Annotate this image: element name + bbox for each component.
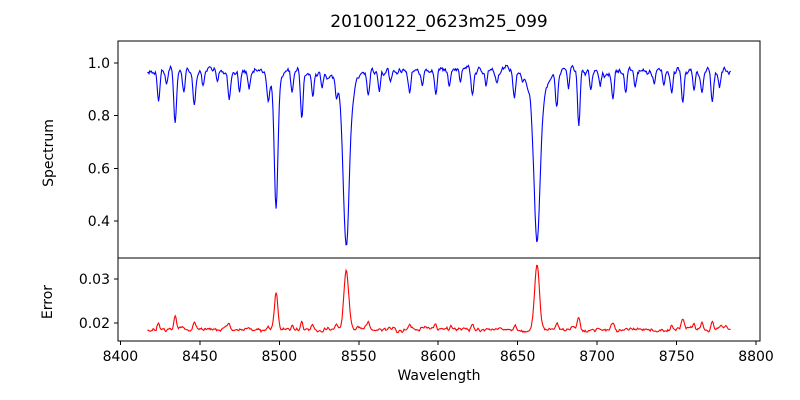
error-panel-frame [117, 257, 761, 342]
error-line [147, 264, 731, 334]
spectrum-y-tick-label: 0.4 [88, 214, 110, 230]
x-tick-label: 8800 [738, 349, 774, 365]
x-tick-label: 8450 [182, 349, 218, 365]
spectrum-y-tick-label: 0.6 [88, 161, 110, 177]
x-tick-label: 8700 [579, 349, 615, 365]
x-tick-label: 8400 [103, 349, 139, 365]
x-tick-label: 8550 [341, 349, 377, 365]
x-tick-label: 8500 [261, 349, 297, 365]
error-y-tick-label: 0.03 [79, 272, 110, 288]
x-tick-label: 8650 [500, 349, 536, 365]
x-tick-label: 8750 [659, 349, 695, 365]
spectrum-panel-frame [117, 40, 761, 259]
spectrum-y-tick-label: 1.0 [88, 56, 110, 72]
spectrum-y-tick-label: 0.8 [88, 109, 110, 125]
spectrum-line [147, 64, 732, 246]
error-y-tick-label: 0.02 [79, 316, 110, 332]
x-tick-label: 8600 [420, 349, 456, 365]
page-title: 20100122_0623m25_099 [330, 12, 548, 32]
x-axis-label-text: Wavelength [397, 368, 481, 384]
